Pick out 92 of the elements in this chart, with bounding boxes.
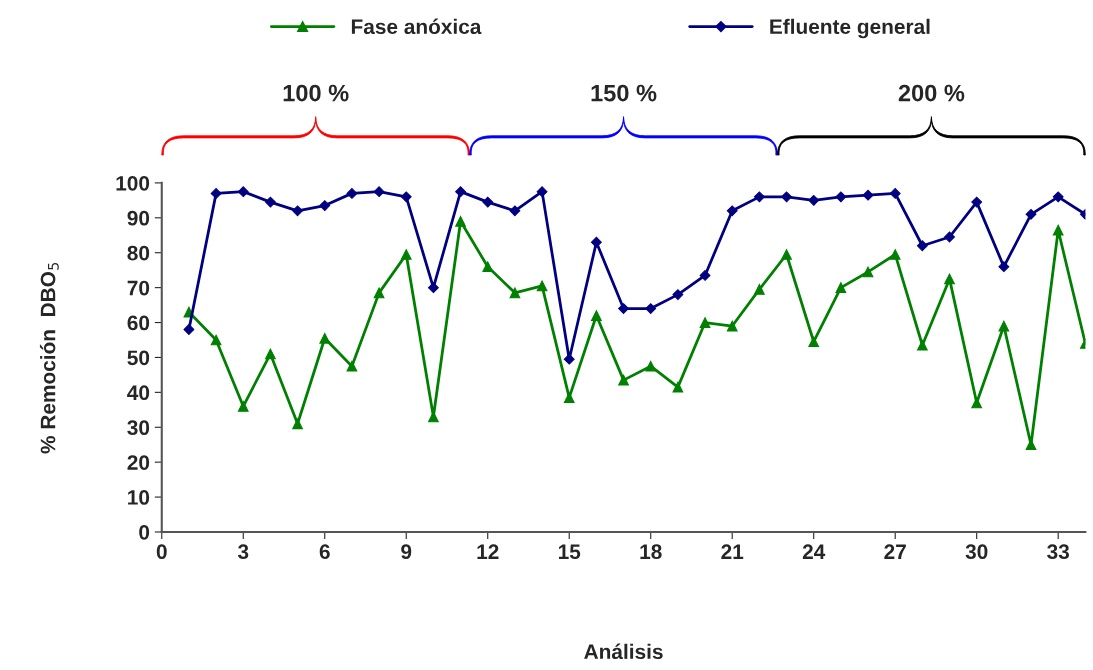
point	[618, 303, 629, 315]
y-tick-label: 30	[127, 420, 150, 436]
point	[455, 186, 466, 198]
point	[808, 336, 820, 348]
point	[726, 205, 738, 217]
x-axis-title: Análisis	[584, 643, 663, 660]
point	[237, 186, 249, 198]
point	[373, 287, 385, 299]
y-tick-label: 0	[139, 524, 150, 540]
point	[346, 187, 358, 199]
point	[210, 334, 222, 346]
point	[781, 249, 792, 260]
point	[645, 360, 657, 372]
x-tick-label: 21	[721, 544, 744, 559]
point	[373, 186, 385, 198]
point	[536, 280, 548, 292]
point	[699, 269, 711, 281]
text: 100 %	[283, 84, 349, 102]
point	[509, 287, 521, 299]
point	[292, 205, 304, 217]
y-tick-label: 60	[127, 315, 150, 331]
y-tick-label: 10	[128, 490, 150, 505]
point	[400, 249, 412, 260]
x-tick-label: 6	[319, 544, 330, 560]
point	[944, 273, 955, 285]
point	[210, 187, 222, 199]
y-tick-label: 80	[127, 245, 150, 261]
point	[237, 400, 249, 412]
point	[482, 261, 494, 273]
x-tick-label: 27	[884, 544, 906, 559]
y-tick-label: 20	[127, 455, 150, 470]
point	[292, 418, 303, 430]
point	[835, 282, 847, 294]
point	[862, 266, 874, 278]
text: 150 %	[591, 84, 657, 102]
point	[1052, 224, 1064, 236]
point	[754, 284, 765, 295]
x-tick-label: 24	[802, 544, 826, 559]
legend-label: Fase anóxica	[351, 18, 482, 35]
point	[889, 249, 901, 260]
point	[971, 397, 983, 409]
point	[916, 339, 928, 351]
point	[645, 303, 657, 315]
x-tick-label: 3	[237, 544, 249, 560]
point	[618, 374, 629, 386]
point	[998, 261, 1010, 273]
point	[591, 310, 602, 321]
x-tick-label: 30	[965, 544, 988, 560]
x-tick-label: 15	[558, 544, 581, 560]
point	[889, 187, 901, 199]
point	[971, 196, 983, 208]
x-tick-label: 18	[640, 544, 662, 560]
point	[536, 186, 548, 198]
point	[808, 194, 820, 206]
point	[916, 240, 928, 252]
point	[264, 196, 276, 208]
point	[427, 282, 439, 294]
point	[183, 324, 195, 335]
point	[998, 320, 1010, 332]
legend-label: Efluente general	[770, 18, 930, 39]
point	[753, 191, 765, 203]
y-tick-label: 50	[127, 350, 150, 366]
point	[265, 348, 276, 360]
point	[455, 215, 466, 227]
point	[400, 191, 412, 203]
point	[319, 200, 331, 212]
x-tick-label: 33	[1047, 544, 1070, 560]
point	[482, 196, 494, 208]
y-tick-label: 70	[127, 280, 150, 296]
point	[726, 320, 738, 332]
y-tick-label: 40	[127, 385, 150, 401]
x-tick-label: 9	[401, 544, 412, 560]
point	[835, 191, 847, 203]
point	[944, 231, 955, 243]
y-tick-label: 100	[116, 175, 150, 191]
point	[1025, 208, 1037, 220]
point	[563, 392, 575, 403]
point	[319, 332, 331, 344]
point	[346, 360, 358, 372]
text: 200 %	[898, 84, 965, 102]
x-tick-label: 12	[477, 544, 499, 559]
y-axis-title: % Remoción DBO$_{5}$	[39, 262, 59, 454]
point	[672, 381, 684, 393]
point	[590, 236, 602, 248]
point	[781, 191, 792, 203]
point	[1052, 191, 1064, 203]
y-tick-label: 90	[127, 210, 150, 226]
point	[699, 317, 711, 328]
point	[862, 189, 874, 201]
x-tick-label: 0	[156, 544, 167, 560]
point	[509, 205, 521, 217]
point	[672, 289, 684, 301]
